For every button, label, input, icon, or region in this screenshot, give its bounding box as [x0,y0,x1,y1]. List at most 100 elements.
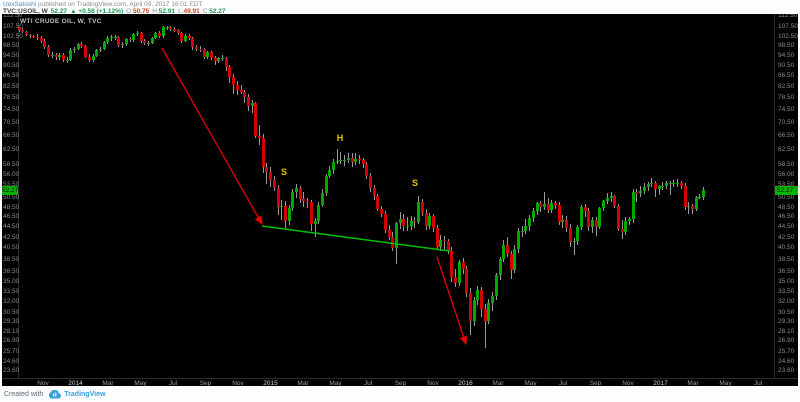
tradingview-link[interactable]: TradingView [64,390,106,398]
symbol-name: TVC:USOIL, W [3,8,48,15]
candle-body [631,192,635,219]
candle-body [324,175,328,193]
author-link[interactable]: UexSatoshi [3,1,37,8]
price-change: ▲ +0.58 (+1.12%) [70,8,124,15]
chart-title: WTI CRUDE OIL, W, TVC [20,18,102,25]
chart-canvas[interactable]: WTI CRUDE OIL, W, TVC 112.50 112.50 107.50… [2,14,798,386]
candle-body [690,205,694,210]
candle-body [254,103,258,137]
candle-body [350,157,354,163]
time-axis-label: Nov [37,380,49,386]
candle-wick [688,201,690,215]
candle-body [313,220,317,225]
candle-body [36,36,39,39]
candle-body [620,228,624,233]
candle-body [332,161,335,170]
candle-body [143,41,147,43]
price-axis-label: 42.50 [3,233,20,241]
price-axis-label: 58.50 [778,160,795,168]
candle-body [209,52,213,59]
price-axis-label: 32.00 [778,298,795,306]
candle-body [431,216,435,228]
trend-arrow [161,47,263,226]
candle-body [246,96,250,106]
candle-body [354,158,358,163]
byline: UexSatoshi published on TradingView.com,… [3,1,229,8]
price-axis-label: 48.50 [778,203,795,211]
time-axis-label: May [719,380,732,386]
time-axis-label: May [329,380,342,386]
candle-body [320,192,324,206]
candle-body [517,230,520,249]
candle-body [420,201,424,213]
price-tag-right: 52.27 [775,185,798,195]
price-axis-label: 50.50 [778,194,795,202]
candle-body [443,240,446,242]
candle-body [565,219,569,229]
time-axis-label: Jul [168,380,178,386]
price-axis-label: 33.50 [778,287,795,295]
candle-body [605,198,609,201]
candle-body [687,205,691,207]
price-axis-label: 102.50 [3,33,23,41]
candle-body [380,208,384,214]
candle-body [528,218,532,226]
price-axis-label: 107.50 [778,22,798,30]
candle-body [535,203,539,211]
candle-body [187,35,191,38]
candle-body [28,34,32,37]
candle-body [84,46,88,57]
time-axis-label: 2014 [68,380,83,386]
candle-body [206,52,210,58]
candle-body [487,302,491,321]
candle-body [276,188,280,208]
candle-wick [669,180,671,195]
candle-body [520,230,524,232]
price-axis-label: 62.50 [3,145,20,153]
price-axis-label: 78.50 [778,94,795,102]
candle-body [435,227,439,247]
candle-body [672,182,676,184]
close-label: C: [202,8,210,15]
time-axis-label: 2016 [458,380,473,386]
candle-body [683,185,687,207]
price-axis-label: 48.50 [3,203,20,211]
candle-body [87,56,91,60]
candle-body [343,159,347,161]
candle-wick [651,177,653,188]
candle-body [217,58,221,61]
candle-wick [122,42,124,49]
candle-body [657,185,661,190]
candle-body [80,44,84,47]
candle-body [446,241,450,251]
candle-body [213,58,217,61]
candle-body [361,160,365,165]
candle-body [676,182,680,184]
time-axis-divider [2,378,798,379]
high-label: H: [152,8,159,15]
price-axis-label: 66.50 [778,131,795,139]
time-axis-label: 2017 [653,380,668,386]
candle-body [195,47,199,49]
candle-body [302,198,306,201]
price-axis-label: 44.50 [3,223,20,231]
candle-body [505,244,509,255]
candle-body [180,33,184,41]
candle-wick [281,199,283,220]
candle-body [91,55,95,60]
candle-body [317,205,321,221]
candle-body [306,201,310,203]
candle-body [243,91,247,97]
candle-body [587,211,591,228]
candle-wick [484,304,486,348]
candle-body [339,159,343,161]
candle-body [376,196,380,209]
candle-body [694,197,698,210]
candle-body [661,185,665,188]
pattern-label-h: H [336,133,344,143]
candle-body [406,225,409,227]
candle-wick [251,99,253,114]
candle-body [239,90,243,92]
candle-body [568,228,572,242]
price-axis-label: 25.70 [778,347,795,355]
